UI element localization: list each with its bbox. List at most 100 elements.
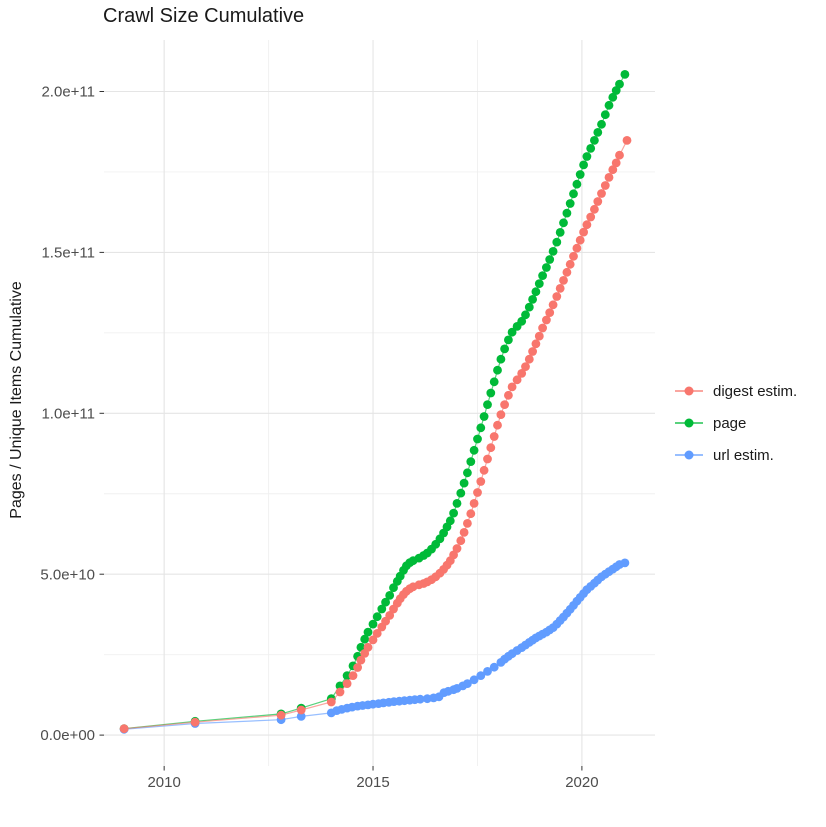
data-point (342, 679, 352, 688)
x-tick-label: 2010 (147, 774, 180, 791)
data-point (381, 597, 390, 607)
data-point (572, 179, 582, 189)
data-point (360, 634, 370, 644)
data-point (575, 235, 585, 245)
data-point (615, 79, 624, 89)
axis-tick-labels: 0.0e+00 5.0e+10 1.0e+11 1.5e+11 2.0e+11 2010 2… (40, 84, 598, 791)
data-point (276, 710, 286, 720)
data-point (593, 197, 603, 206)
gridlines-major (104, 40, 655, 766)
data-point (119, 724, 129, 734)
data-point (368, 635, 378, 645)
data-point (385, 611, 395, 620)
data-point (445, 516, 455, 526)
data-point (590, 204, 599, 214)
data-point (528, 347, 537, 356)
data-point (326, 697, 336, 707)
data-point (377, 604, 387, 614)
data-point (528, 295, 537, 304)
data-point (538, 323, 547, 333)
data-point (600, 181, 610, 190)
data-point (496, 410, 506, 419)
legend-item-page: page (674, 407, 797, 439)
legend-label-digest: digest estim. (713, 382, 798, 400)
data-point (504, 335, 513, 345)
data-point (524, 354, 534, 364)
data-point (620, 558, 630, 568)
y-tick-label: 2.0e+11 (41, 84, 95, 101)
legend-key-url-icon (674, 450, 704, 460)
data-point (449, 508, 458, 518)
legend-item-digest: digest estim. (674, 375, 797, 407)
data-point (469, 445, 479, 455)
data-point (507, 382, 517, 392)
data-point (368, 619, 378, 629)
data-point (507, 327, 517, 337)
series-digest-estim (119, 136, 632, 734)
legend: digest estim. page url estim. (674, 375, 797, 471)
data-point (463, 519, 472, 528)
data-point (372, 629, 382, 638)
data-point (489, 662, 499, 672)
legend-key-digest-icon (674, 386, 704, 396)
data-point (335, 687, 345, 697)
data-point (466, 457, 476, 466)
data-point (542, 263, 551, 272)
data-point (531, 339, 541, 349)
data-point (415, 694, 425, 704)
data-point (476, 671, 486, 680)
data-point (353, 663, 362, 672)
data-point (496, 354, 506, 364)
series-line (124, 74, 626, 730)
data-point (479, 465, 489, 475)
data-point (483, 454, 492, 464)
x-tick-label: 2020 (565, 774, 598, 791)
data-point (575, 170, 585, 179)
data-point (389, 583, 398, 593)
y-tick-label: 0.0e+00 (40, 727, 95, 744)
data-point (489, 377, 499, 387)
data-point (463, 679, 472, 688)
data-point (545, 255, 555, 264)
data-point (559, 276, 568, 285)
data-point (559, 218, 568, 228)
data-point (604, 100, 614, 110)
legend-key-page-icon (674, 418, 704, 428)
data-point (552, 237, 562, 247)
data-point (356, 655, 366, 665)
data-point (476, 477, 486, 486)
y-tick-label: 5.0e+10 (40, 566, 95, 583)
data-point (597, 119, 606, 129)
data-point (548, 247, 558, 256)
data-point (486, 443, 496, 453)
data-point (534, 279, 544, 288)
data-point (469, 499, 479, 508)
data-point (348, 671, 358, 680)
data-point (582, 220, 592, 230)
data-point (569, 189, 578, 199)
data-point (452, 499, 462, 508)
data-point (517, 316, 527, 326)
data-point (493, 420, 502, 430)
data-point (572, 243, 582, 253)
data-point (483, 667, 492, 676)
axis-ticks (99, 90, 583, 771)
data-point (476, 423, 486, 433)
data-point (611, 158, 621, 168)
data-point (552, 292, 562, 301)
data-point (579, 160, 588, 170)
data-point (473, 488, 482, 497)
data-point (582, 152, 592, 161)
data-point (500, 344, 509, 354)
data-point (296, 705, 306, 715)
data-point (521, 362, 530, 371)
data-point (597, 189, 606, 198)
data-point (562, 208, 572, 218)
data-point (372, 612, 382, 622)
data-point (600, 110, 610, 120)
data-point (562, 267, 572, 277)
data-point (548, 300, 558, 310)
data-point (363, 642, 373, 652)
